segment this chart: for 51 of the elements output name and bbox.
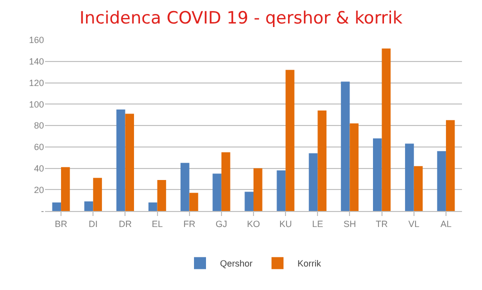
x-tick-label: KU bbox=[279, 218, 292, 229]
bar bbox=[350, 123, 359, 211]
x-tick-label: BR bbox=[54, 218, 68, 229]
bar bbox=[212, 174, 222, 211]
y-tick-label: 80 bbox=[34, 120, 44, 131]
bar bbox=[318, 110, 326, 211]
bar bbox=[405, 144, 414, 211]
x-tick-label: DR bbox=[118, 218, 132, 229]
chart-title: Incidenca COVID 19 - qershor & korrik bbox=[80, 8, 403, 28]
x-tick-label: LE bbox=[312, 218, 324, 229]
bar bbox=[446, 120, 455, 211]
bar bbox=[180, 162, 190, 211]
y-tick-label: 140 bbox=[28, 56, 44, 67]
y-tick-label: 160 bbox=[28, 35, 44, 46]
bar bbox=[254, 168, 262, 211]
x-tick-label: DI bbox=[88, 218, 98, 229]
y-tick-label: 60 bbox=[34, 142, 44, 152]
x-tick-label: VL bbox=[408, 218, 420, 229]
bar bbox=[437, 151, 446, 211]
y-tick-label: 20 bbox=[34, 184, 44, 195]
bar bbox=[189, 192, 198, 211]
x-tick-label: TR bbox=[376, 218, 388, 229]
x-tick-label: SH bbox=[343, 218, 356, 229]
legend-label: Qershor bbox=[220, 258, 253, 269]
bar bbox=[125, 114, 134, 211]
y-tick-label: 120 bbox=[28, 78, 44, 88]
bar bbox=[372, 138, 382, 211]
bar bbox=[116, 109, 126, 211]
bar bbox=[157, 180, 166, 211]
legend-label: Korrik bbox=[298, 258, 322, 269]
bar bbox=[286, 70, 294, 211]
bar bbox=[382, 48, 391, 211]
bar bbox=[308, 153, 318, 211]
x-tick-label: FR bbox=[183, 218, 196, 229]
bar bbox=[276, 170, 286, 211]
bar bbox=[52, 202, 62, 211]
bar bbox=[244, 192, 254, 211]
bar bbox=[148, 202, 158, 211]
y-tick-label: - bbox=[41, 206, 44, 216]
bar bbox=[61, 167, 70, 211]
x-tick-label: AL bbox=[440, 218, 452, 229]
bar bbox=[221, 152, 230, 211]
y-tick-label: 40 bbox=[34, 163, 44, 174]
y-tick-label: 100 bbox=[28, 99, 44, 110]
x-tick-label: EL bbox=[152, 218, 163, 229]
x-tick-label: GJ bbox=[216, 218, 228, 229]
x-tick-label: KO bbox=[246, 218, 260, 229]
bar bbox=[340, 82, 350, 211]
bar bbox=[414, 166, 423, 211]
bar bbox=[84, 201, 94, 211]
bar bbox=[93, 178, 102, 211]
